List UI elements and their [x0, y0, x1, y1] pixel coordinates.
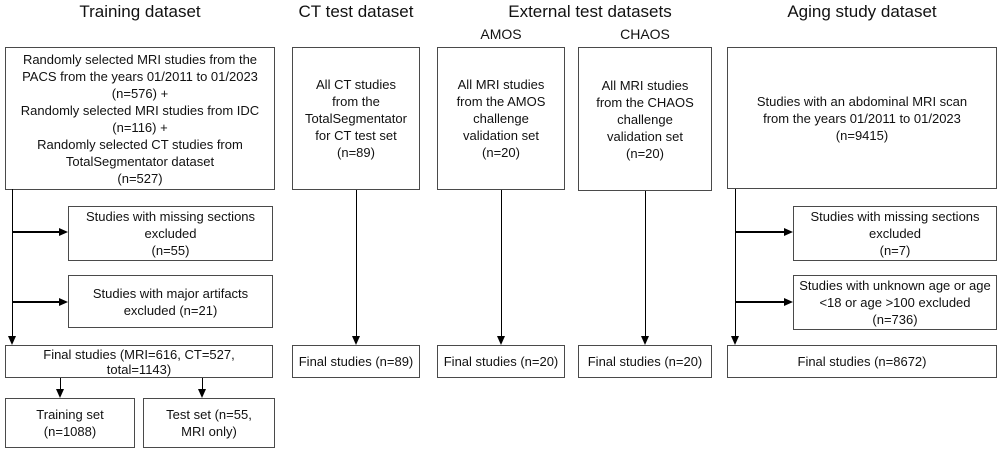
amos-final-studies-box: Final studies (n=20)	[437, 345, 565, 378]
chaos-down-arrow-icon	[640, 336, 649, 345]
aging-exclusion1-line	[735, 231, 784, 233]
training-down-arrow-icon	[7, 336, 16, 345]
training-main-flow-line	[11, 189, 13, 337]
chaos-flow-line	[644, 191, 646, 337]
ct-test-final-studies-box: Final studies (n=89)	[292, 345, 420, 378]
aging-exclusion1-arrow-icon	[784, 227, 793, 236]
ct-test-down-arrow-icon	[351, 336, 360, 345]
subheader-amos: AMOS	[480, 26, 522, 42]
training-set-box: Training set (n=1088)	[5, 398, 135, 448]
ct-test-flow-line	[355, 190, 357, 337]
column-header-aging-study: Aging study dataset	[787, 2, 937, 21]
aging-exclusion2-line	[735, 301, 784, 303]
training-exclusion-major-artifacts-box: Studies with major artifacts excluded (n…	[68, 275, 273, 328]
amos-down-arrow-icon	[496, 336, 505, 345]
aging-source-box: Studies with an abdominal MRI scan from …	[727, 47, 997, 189]
training-final-studies-box: Final studies (MRI=616, CT=527, total=11…	[5, 345, 273, 378]
aging-final-studies-box: Final studies (n=8672)	[727, 345, 997, 378]
test-set-box: Test set (n=55, MRI only)	[143, 398, 275, 448]
test-set-arrow-icon	[197, 389, 206, 398]
amos-source-box: All MRI studies from the AMOS challenge …	[437, 47, 565, 190]
chaos-final-studies-box: Final studies (n=20)	[578, 345, 712, 378]
test-set-line	[201, 378, 203, 390]
training-exclusion1-arrow-icon	[59, 227, 68, 236]
chaos-source-box: All MRI studies from the CHAOS challenge…	[578, 47, 712, 191]
column-header-ct-test: CT test dataset	[298, 2, 414, 21]
aging-exclusion-age-box: Studies with unknown age or age <18 or a…	[793, 275, 997, 330]
training-set-line	[59, 378, 61, 390]
ct-test-source-box: All CT studies from the TotalSegmentator…	[292, 47, 420, 190]
column-header-training: Training dataset	[79, 2, 201, 21]
column-header-external-test: External test datasets	[508, 2, 672, 21]
aging-exclusion-missing-sections-box: Studies with missing sections excluded (…	[793, 206, 997, 261]
training-exclusion-missing-sections-box: Studies with missing sections excluded (…	[68, 206, 273, 261]
training-exclusion2-arrow-icon	[59, 297, 68, 306]
training-exclusion1-line	[12, 231, 59, 233]
amos-flow-line	[500, 190, 502, 337]
training-set-arrow-icon	[55, 389, 64, 398]
training-source-box: Randomly selected MRI studies from the P…	[5, 47, 275, 190]
aging-main-flow-line	[734, 189, 736, 337]
training-exclusion2-line	[12, 301, 59, 303]
aging-exclusion2-arrow-icon	[784, 297, 793, 306]
aging-down-arrow-icon	[730, 336, 739, 345]
subheader-chaos: CHAOS	[620, 26, 670, 42]
